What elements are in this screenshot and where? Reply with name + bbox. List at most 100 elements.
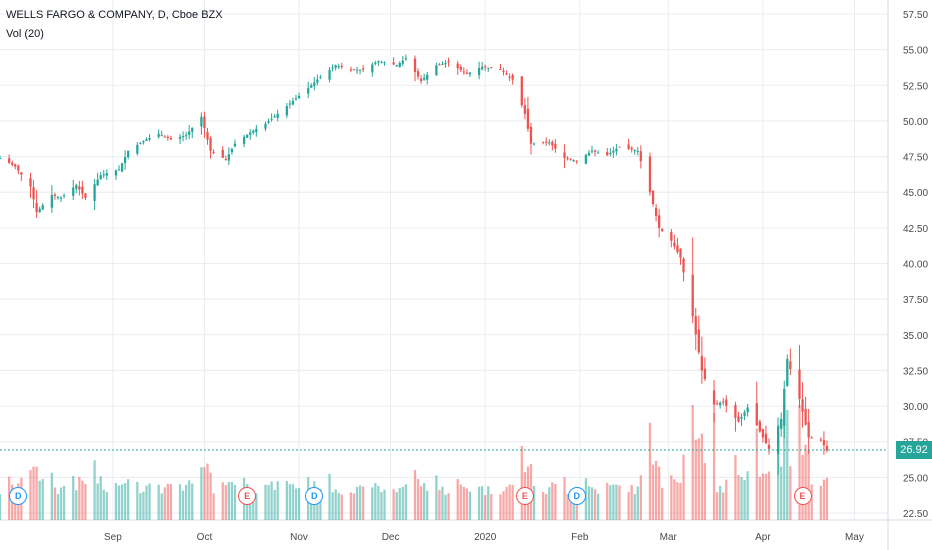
candle-body xyxy=(639,151,642,162)
candle-body xyxy=(50,195,54,208)
volume-bar xyxy=(297,487,301,520)
x-tick-label: Nov xyxy=(290,532,308,543)
earnings-marker[interactable]: E xyxy=(515,487,534,505)
candle-body xyxy=(566,158,569,160)
volume-bar xyxy=(50,472,54,520)
volume-bar xyxy=(783,405,786,520)
volume-bar xyxy=(59,487,63,520)
volume-bar xyxy=(29,470,32,520)
volume-bar xyxy=(606,482,609,520)
candle-body xyxy=(737,416,740,422)
candle-body xyxy=(413,58,417,72)
volume-bar xyxy=(221,482,224,520)
candle-body xyxy=(703,368,707,379)
candle-body xyxy=(801,399,804,412)
volume-bar xyxy=(447,493,450,520)
candle-body xyxy=(734,404,737,418)
candle-body xyxy=(273,116,276,118)
chart-title: WELLS FARGO & COMPANY, D, Cboe BZX xyxy=(6,9,223,21)
earnings-marker[interactable]: E xyxy=(238,487,257,505)
volume-bar xyxy=(181,490,185,520)
volume-bar xyxy=(651,464,655,520)
candle-body xyxy=(75,185,78,189)
volume-bar xyxy=(490,494,493,520)
volume-bar xyxy=(163,487,166,520)
candle-body xyxy=(11,162,14,165)
candle-body xyxy=(404,58,407,60)
volume-bar xyxy=(682,454,685,520)
dividend-marker[interactable]: D xyxy=(567,487,586,505)
candle-body xyxy=(38,208,41,212)
candle-body xyxy=(435,65,438,76)
candle-body xyxy=(456,63,459,69)
candle-body xyxy=(206,132,209,140)
dividend-marker[interactable]: D xyxy=(305,487,324,505)
candle-body xyxy=(401,60,404,64)
candle-body xyxy=(712,390,716,405)
volume-bar xyxy=(438,490,441,520)
candle-body xyxy=(166,136,169,139)
candle-body xyxy=(804,408,807,425)
volume-bar xyxy=(206,463,209,520)
dividend-marker[interactable]: D xyxy=(9,487,28,505)
volume-bar xyxy=(673,479,676,520)
candle-body xyxy=(767,444,771,449)
volume-bar xyxy=(758,476,761,520)
volume-bar xyxy=(462,486,465,520)
candle-body xyxy=(777,426,780,454)
volume-bar xyxy=(566,493,569,520)
volume-bar xyxy=(419,486,423,520)
volume-bar xyxy=(740,476,743,520)
candle-body xyxy=(606,151,609,156)
candle-body xyxy=(361,68,365,70)
volume-bar xyxy=(276,481,279,520)
volume-bar xyxy=(96,483,99,520)
volume-bar xyxy=(416,478,420,520)
volume-bar xyxy=(41,479,44,520)
candle-body xyxy=(651,190,655,205)
candle-body xyxy=(200,116,203,127)
candle-body xyxy=(441,63,444,65)
candle-body xyxy=(56,196,60,198)
candle-body xyxy=(319,76,322,78)
volume-bar xyxy=(575,493,578,520)
candle-body xyxy=(307,88,310,94)
candle-body xyxy=(20,172,23,175)
volume-bar xyxy=(294,488,298,520)
candle-body xyxy=(825,445,829,451)
volume-bar xyxy=(200,467,203,520)
x-tick-label: 2020 xyxy=(474,532,497,543)
volume-bar xyxy=(511,484,514,520)
volume-bar xyxy=(703,463,707,520)
volume-bar xyxy=(413,469,417,520)
candle-body xyxy=(596,152,600,154)
candle-body xyxy=(786,359,789,386)
y-tick-label: 25.00 xyxy=(903,473,928,484)
volume-bar xyxy=(203,467,206,520)
candle-body xyxy=(142,140,145,143)
volume-bar xyxy=(0,494,2,520)
candle-body xyxy=(633,150,636,152)
candle-body xyxy=(398,62,401,68)
volume-bar xyxy=(590,487,594,520)
candle-body xyxy=(352,69,356,71)
volume-bar xyxy=(444,494,447,520)
earnings-marker[interactable]: E xyxy=(793,487,812,505)
volume-bar xyxy=(804,444,807,520)
current-price-tag: 26.92 xyxy=(896,441,932,459)
candle-body xyxy=(270,118,273,120)
volume-bar xyxy=(331,492,334,520)
volume-indicator-label[interactable]: Vol (20) xyxy=(6,28,44,40)
volume-bar xyxy=(661,487,664,520)
candle-body xyxy=(123,157,127,163)
volume-bar xyxy=(481,486,484,520)
candle-body xyxy=(648,156,652,193)
volume-bar xyxy=(435,475,438,520)
volume-bar xyxy=(587,486,591,520)
candle-body xyxy=(572,160,575,162)
volume-bar xyxy=(209,472,212,520)
candle-body xyxy=(593,150,597,152)
volume-bar xyxy=(654,460,658,520)
volume-bar xyxy=(648,422,652,520)
